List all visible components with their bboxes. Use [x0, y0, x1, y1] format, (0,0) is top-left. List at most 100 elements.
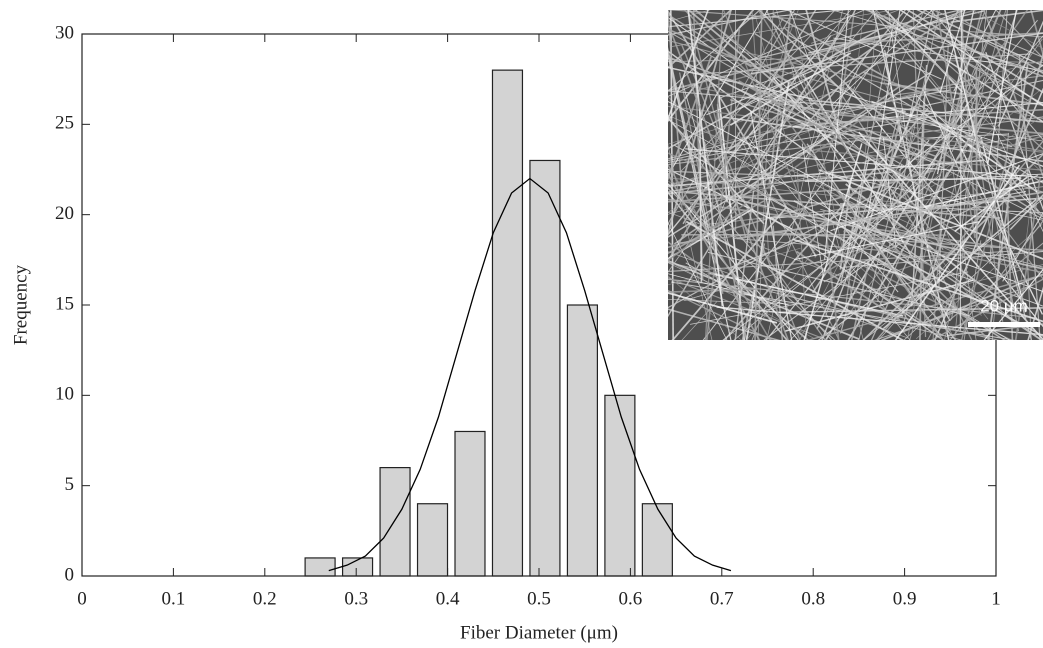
fiber: [757, 10, 856, 163]
fiber: [765, 290, 964, 340]
fiber: [670, 10, 674, 340]
fiber: [838, 38, 1043, 329]
fiber: [872, 10, 950, 340]
fiber: [876, 10, 1043, 217]
bar: [416, 503, 449, 577]
bar: [454, 430, 486, 577]
fiber: [668, 56, 936, 157]
fiber: [679, 10, 836, 173]
bar: [604, 394, 636, 577]
fiber: [668, 30, 1004, 223]
fiber: [668, 23, 789, 340]
fiber: [870, 254, 1006, 340]
fiber: [668, 250, 1012, 272]
bar: [529, 159, 561, 577]
fiber: [703, 141, 748, 340]
x-axis-label: Fiber Diameter (μm): [460, 622, 618, 643]
fiber: [668, 251, 908, 339]
fiber: [792, 10, 852, 78]
scale-bar-label: 20 μm: [980, 296, 1028, 315]
fiber: [793, 221, 980, 261]
bar: [304, 557, 336, 577]
fiber: [668, 56, 712, 182]
fiber: [1030, 10, 1043, 58]
fiber: [995, 10, 1043, 59]
x-tick-label: 0.7: [710, 588, 734, 609]
fiber: [804, 52, 868, 160]
fiber: [733, 175, 1011, 340]
fiber: [751, 86, 856, 340]
fiber: [731, 229, 825, 268]
fiber: [915, 224, 1043, 340]
fiber: [944, 269, 961, 340]
fiber: [853, 213, 1043, 340]
fiber: [863, 71, 974, 112]
fiber: [733, 176, 927, 340]
fiber: [685, 148, 1043, 179]
x-tick-label: 0.8: [801, 588, 825, 609]
fiber: [785, 10, 942, 80]
fiber: [938, 45, 949, 291]
fiber: [754, 33, 1043, 218]
fiber: [681, 80, 742, 289]
fiber: [823, 174, 1039, 283]
y-tick-label: 10: [55, 384, 74, 405]
fiber: [824, 10, 849, 260]
fiber: [928, 10, 1018, 282]
fiber: [825, 178, 877, 316]
fiber: [942, 93, 977, 340]
y-tick-label: 30: [55, 22, 74, 43]
bar: [491, 69, 524, 577]
fiber: [668, 186, 881, 203]
fiber: [682, 10, 817, 225]
fiber: [959, 10, 962, 331]
fiber: [875, 140, 1043, 340]
fiber: [870, 171, 948, 340]
fiber: [843, 230, 1043, 274]
fiber: [858, 131, 1043, 340]
fiber: [704, 10, 724, 340]
fiber: [950, 10, 1043, 23]
fiber: [729, 52, 852, 126]
fiber: [939, 10, 966, 94]
fiber: [927, 266, 969, 340]
bar: [641, 503, 673, 577]
fit-curve: [328, 177, 732, 572]
y-axis-label: Frequency: [10, 264, 31, 345]
fiber: [722, 174, 941, 340]
fiber: [799, 108, 1043, 126]
fiber: [699, 189, 832, 340]
fiber: [797, 10, 877, 106]
fiber: [831, 10, 933, 106]
fiber: [855, 10, 865, 85]
fiber: [814, 192, 899, 293]
fiber: [668, 177, 929, 207]
fiber: [930, 278, 1043, 340]
fiber: [768, 10, 792, 184]
fiber: [831, 10, 1043, 73]
fiber: [945, 25, 1043, 232]
y-tick-label: 20: [55, 203, 74, 224]
fiber: [668, 10, 684, 206]
fiber: [668, 10, 849, 28]
fiber: [668, 308, 781, 340]
fiber: [668, 159, 985, 188]
fiber: [668, 90, 906, 113]
fiber: [671, 207, 787, 340]
fiber: [906, 10, 1043, 94]
scale-bar: [968, 322, 1040, 327]
fiber: [746, 243, 820, 340]
fiber: [887, 209, 956, 340]
fiber: [736, 191, 1043, 240]
fiber: [879, 69, 1034, 219]
fiber: [889, 24, 978, 101]
inset-image: 20 μm: [668, 10, 1043, 340]
fiber: [668, 241, 763, 311]
fiber: [944, 149, 1043, 280]
fiber: [818, 169, 1043, 260]
fiber: [670, 10, 896, 47]
fiber: [750, 32, 1043, 75]
fiber: [668, 170, 854, 179]
y-tick-label: 15: [55, 293, 74, 314]
